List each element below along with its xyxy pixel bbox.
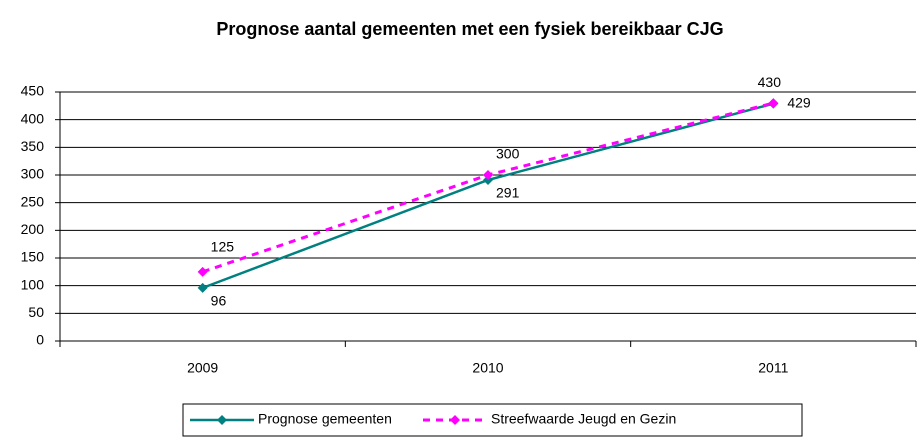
chart-title: Prognose aantal gemeenten met een fysiek…: [216, 19, 723, 39]
data-label: 96: [211, 293, 227, 309]
y-tick-label: 400: [21, 110, 45, 126]
legend-label: Streefwaarde Jeugd en Gezin: [491, 411, 676, 427]
y-tick-label: 350: [21, 138, 45, 154]
point-marker: [768, 98, 779, 109]
legend-marker: [450, 415, 460, 425]
y-tick-label: 300: [21, 166, 45, 182]
x-tick-label: 2010: [472, 360, 503, 376]
y-tick-label: 100: [21, 276, 45, 292]
y-tick-label: 450: [21, 83, 45, 99]
data-label: 125: [211, 239, 235, 255]
y-tick-label: 50: [28, 304, 44, 320]
data-label: 300: [496, 146, 520, 162]
x-tick-label: 2011: [758, 360, 788, 376]
legend-label: Prognose gemeenten: [258, 411, 392, 427]
series-line: [202, 101, 774, 274]
x-tick-label: 2009: [187, 360, 218, 376]
y-tick-label: 200: [21, 221, 45, 237]
point-marker: [483, 170, 493, 180]
point-marker: [197, 282, 208, 293]
point-marker: [197, 266, 208, 277]
legend-marker: [217, 415, 227, 425]
y-tick-label: 0: [36, 332, 44, 348]
legend-box: [182, 403, 803, 437]
data-label: 429: [787, 94, 811, 110]
y-tick-label: 150: [21, 249, 45, 265]
y-tick-label: 250: [21, 193, 45, 209]
data-label: 430: [758, 74, 782, 90]
data-label: 291: [496, 185, 520, 201]
series-line: [202, 102, 774, 290]
